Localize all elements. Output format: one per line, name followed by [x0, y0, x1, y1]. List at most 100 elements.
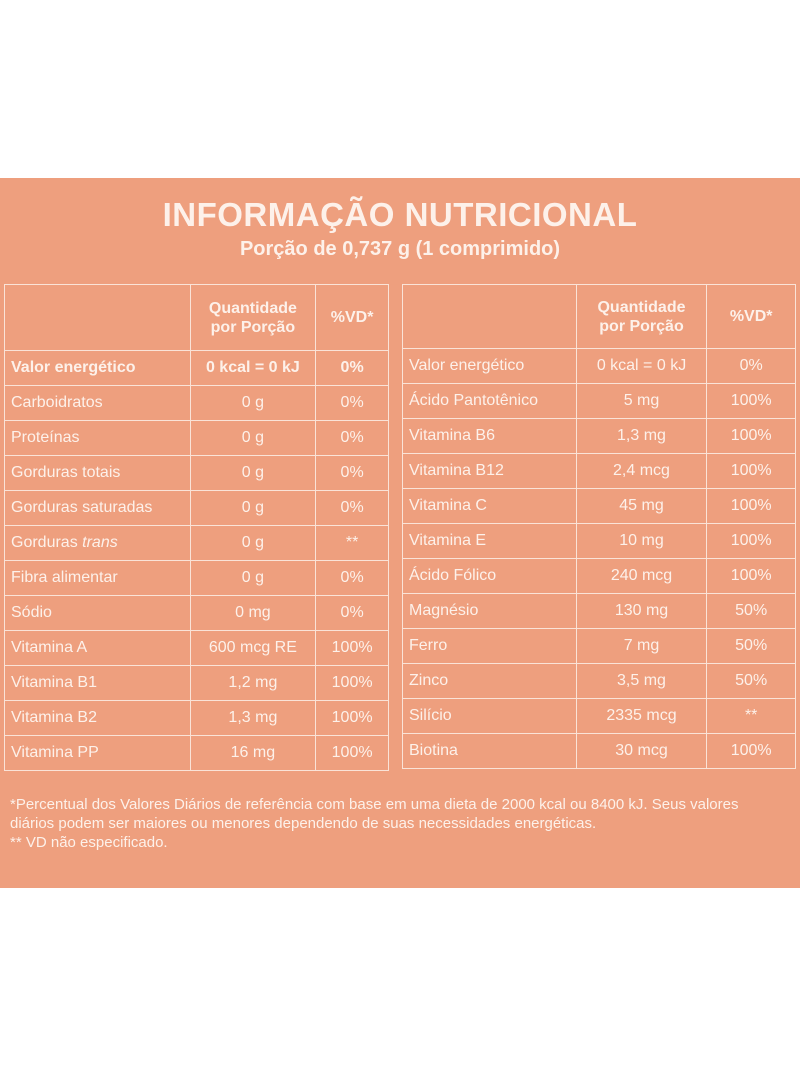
- table-row: Vitamina B12 2,4 mcg 100%: [402, 453, 796, 489]
- nutrient-name: Zinco: [402, 663, 577, 699]
- table-row: Vitamina PP 16 mg 100%: [4, 735, 389, 771]
- table-header-row: Quantidade por Porção %VD*: [402, 284, 796, 349]
- header-quantity-line2: por Porção: [210, 318, 296, 336]
- table-row: Vitamina A 600 mcg RE 100%: [4, 630, 389, 666]
- table-row: Vitamina B1 1,2 mg 100%: [4, 665, 389, 701]
- nutrient-vd: 100%: [315, 700, 389, 736]
- nutrient-amount: 10 mg: [575, 523, 708, 559]
- nutrient-name-text: Vitamina PP: [11, 744, 99, 761]
- table-row: Vitamina E 10 mg 100%: [402, 523, 796, 559]
- nutrient-amount: 0 g: [189, 525, 317, 561]
- table-row: Gorduras saturadas 0 g 0%: [4, 490, 389, 526]
- nutrient-amount: 2335 mcg: [575, 698, 708, 734]
- nutrient-amount: 0 mg: [189, 595, 317, 631]
- nutrient-vd: 100%: [706, 418, 796, 454]
- nutrient-amount: 16 mg: [189, 735, 317, 771]
- nutrient-name: Sódio: [4, 595, 191, 631]
- nutrient-name-text: Vitamina B6: [409, 427, 495, 444]
- nutrient-vd: 0%: [315, 595, 389, 631]
- nutrient-name: Gorduras totais: [4, 455, 191, 491]
- nutrient-name: Gorduras trans: [4, 525, 191, 561]
- nutrient-vd: 50%: [706, 593, 796, 629]
- nutrient-name: Silício: [402, 698, 577, 734]
- table-row: Biotina 30 mcg 100%: [402, 733, 796, 769]
- nutrient-name-text: Vitamina E: [409, 532, 487, 549]
- nutrient-amount: 0 kcal = 0 kJ: [189, 350, 317, 386]
- nutrient-vd: 0%: [315, 385, 389, 421]
- nutrient-amount: 130 mg: [575, 593, 708, 629]
- nutrient-vd: 0%: [315, 350, 389, 386]
- nutrient-amount: 2,4 mcg: [575, 453, 708, 489]
- table-row: Ácido Pantotênico 5 mg 100%: [402, 383, 796, 419]
- nutrient-name-text: Gorduras: [11, 534, 78, 551]
- nutrient-name: Ácido Pantotênico: [402, 383, 577, 419]
- table-row: Fibra alimentar 0 g 0%: [4, 560, 389, 596]
- nutrient-amount: 0 g: [189, 490, 317, 526]
- nutrient-name: Vitamina PP: [4, 735, 191, 771]
- nutrient-name-text: Ácido Pantotênico: [409, 392, 538, 409]
- header-vd: %VD*: [315, 284, 389, 351]
- nutrient-amount: 1,3 mg: [189, 700, 317, 736]
- nutrient-name-text: Proteínas: [11, 429, 80, 446]
- footnote-vd-unspecified: ** VD não especificado.: [10, 834, 168, 851]
- nutrient-amount: 0 kcal = 0 kJ: [575, 348, 708, 384]
- nutrient-vd: 0%: [315, 560, 389, 596]
- nutrient-name-text: Ácido Fólico: [409, 567, 497, 584]
- header-quantity: Quantidade por Porção: [189, 284, 317, 351]
- table-row: Vitamina B2 1,3 mg 100%: [4, 700, 389, 736]
- nutrient-amount: 3,5 mg: [575, 663, 708, 699]
- nutrient-vd: **: [315, 525, 389, 561]
- nutrient-name: Vitamina A: [4, 630, 191, 666]
- nutrient-name-text: Sódio: [11, 604, 52, 621]
- header-quantity: Quantidade por Porção: [575, 284, 708, 349]
- header-quantity-line1: Quantidade: [597, 298, 686, 316]
- page-title: INFORMAÇÃO NUTRICIONAL: [162, 196, 638, 233]
- header-blank: [402, 284, 577, 349]
- nutrient-name: Biotina: [402, 733, 577, 769]
- nutrient-vd: 100%: [706, 383, 796, 419]
- nutrient-name-text: Vitamina C: [409, 497, 487, 514]
- nutrient-name: Gorduras saturadas: [4, 490, 191, 526]
- nutrient-name: Valor energético: [402, 348, 577, 384]
- nutrient-vd: 0%: [315, 455, 389, 491]
- nutrient-vd: 100%: [706, 733, 796, 769]
- serving-size: Porção de 0,737 g (1 comprimido): [239, 238, 561, 260]
- nutrient-name-text: Biotina: [409, 742, 458, 759]
- nutrient-name: Vitamina B6: [402, 418, 577, 454]
- nutrient-name-italic: trans: [82, 534, 118, 551]
- nutrient-name: Ferro: [402, 628, 577, 664]
- nutrient-amount: 0 g: [189, 420, 317, 456]
- table-row: Zinco 3,5 mg 50%: [402, 663, 796, 699]
- nutrient-vd: 50%: [706, 628, 796, 664]
- header-blank: [4, 284, 191, 351]
- nutrient-name-text: Carboidratos: [11, 394, 103, 411]
- nutrient-name: Carboidratos: [4, 385, 191, 421]
- header-quantity-line1: Quantidade: [208, 299, 297, 317]
- nutrient-vd: **: [706, 698, 796, 734]
- header-quantity-line2: por Porção: [599, 317, 684, 335]
- nutrient-name-text: Valor energético: [11, 359, 136, 376]
- nutrient-name: Proteínas: [4, 420, 191, 456]
- nutrient-name-text: Vitamina B2: [11, 709, 97, 726]
- table-row: Vitamina B6 1,3 mg 100%: [402, 418, 796, 454]
- table-header-row: Quantidade por Porção %VD*: [4, 284, 389, 351]
- nutrient-vd: 100%: [315, 665, 389, 701]
- nutrient-vd: 0%: [315, 490, 389, 526]
- nutrient-amount: 30 mcg: [575, 733, 708, 769]
- nutrient-name: Vitamina B2: [4, 700, 191, 736]
- nutrient-name-text: Vitamina A: [11, 639, 88, 656]
- nutrition-table-left: Quantidade por Porção %VD* Valor energéti…: [4, 284, 389, 771]
- nutrient-name: Magnésio: [402, 593, 577, 629]
- nutrient-name-text: Fibra alimentar: [11, 569, 118, 586]
- table-row: Gorduras trans 0 g **: [4, 525, 389, 561]
- nutrient-name-text: Valor energético: [409, 357, 525, 374]
- nutrient-amount: 0 g: [189, 560, 317, 596]
- nutrient-vd: 0%: [706, 348, 796, 384]
- table-row: Ferro 7 mg 50%: [402, 628, 796, 664]
- nutrient-amount: 0 g: [189, 385, 317, 421]
- nutrient-name-text: Vitamina B12: [409, 462, 504, 479]
- nutrient-vd: 100%: [706, 488, 796, 524]
- nutrient-name: Vitamina B12: [402, 453, 577, 489]
- nutrient-vd: 100%: [315, 630, 389, 666]
- table-row: Valor energético 0 kcal = 0 kJ 0%: [402, 348, 796, 384]
